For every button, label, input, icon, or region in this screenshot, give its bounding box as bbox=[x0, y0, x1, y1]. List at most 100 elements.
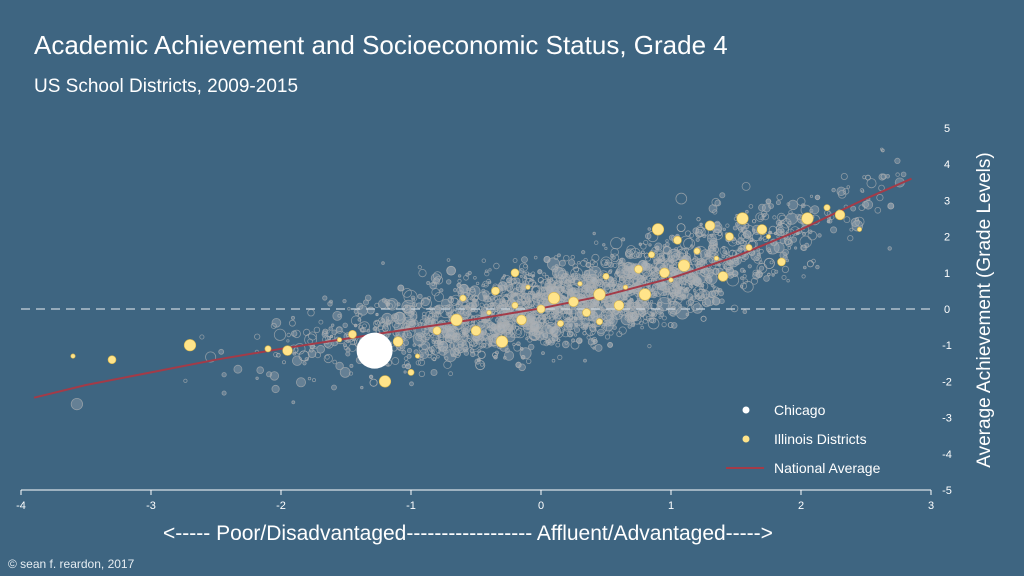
district-point bbox=[676, 223, 686, 233]
district-point bbox=[327, 301, 333, 307]
district-point bbox=[653, 266, 659, 272]
district-point bbox=[364, 294, 372, 302]
district-point bbox=[574, 322, 579, 328]
district-point bbox=[763, 257, 775, 269]
district-point bbox=[573, 333, 578, 337]
district-point bbox=[711, 297, 721, 306]
district-point bbox=[463, 347, 469, 353]
district-point bbox=[452, 287, 458, 293]
y-tick-label: 5 bbox=[944, 123, 950, 135]
district-point bbox=[291, 330, 298, 337]
district-point bbox=[781, 274, 787, 280]
x-axis: -4 -3 -2 -1 0 1 2 3 bbox=[16, 489, 934, 512]
district-point bbox=[683, 237, 695, 250]
district-point bbox=[428, 346, 435, 353]
district-point bbox=[814, 194, 821, 201]
district-point bbox=[760, 210, 768, 217]
district-point bbox=[537, 277, 544, 284]
district-point bbox=[750, 277, 758, 285]
district-point bbox=[568, 315, 574, 321]
district-point bbox=[385, 316, 389, 320]
district-point bbox=[294, 343, 306, 355]
district-point bbox=[700, 268, 706, 274]
district-point bbox=[406, 347, 413, 354]
district-point bbox=[582, 287, 586, 292]
district-point bbox=[559, 259, 566, 267]
district-point bbox=[788, 210, 793, 215]
district-point bbox=[745, 209, 749, 214]
district-point bbox=[328, 326, 333, 331]
district-point bbox=[658, 315, 662, 319]
district-point bbox=[332, 359, 338, 365]
district-point bbox=[610, 237, 623, 250]
district-point bbox=[446, 265, 456, 276]
district-point bbox=[604, 334, 611, 340]
district-point bbox=[327, 335, 332, 340]
district-point bbox=[697, 296, 703, 302]
district-point bbox=[692, 276, 702, 287]
district-point bbox=[550, 326, 559, 336]
district-point bbox=[403, 370, 407, 374]
illinois-district-point bbox=[470, 325, 482, 336]
illinois-district-point bbox=[856, 226, 862, 232]
district-point bbox=[511, 323, 517, 329]
district-point bbox=[526, 301, 531, 306]
district-point bbox=[605, 284, 609, 288]
y-tick-label: 2 bbox=[944, 232, 950, 244]
illinois-district-point bbox=[510, 268, 520, 278]
district-point bbox=[316, 344, 326, 354]
legend-illinois-marker bbox=[742, 435, 750, 443]
district-point bbox=[273, 351, 279, 358]
district-point bbox=[457, 278, 462, 284]
district-point bbox=[669, 266, 679, 277]
district-point bbox=[894, 157, 901, 164]
district-point bbox=[702, 288, 706, 293]
district-point bbox=[715, 287, 721, 293]
district-point bbox=[492, 352, 498, 358]
district-point bbox=[577, 287, 581, 291]
district-point bbox=[670, 250, 681, 261]
illinois-district-point bbox=[486, 310, 492, 316]
district-point bbox=[742, 224, 755, 238]
district-point bbox=[725, 223, 730, 228]
district-point bbox=[740, 276, 744, 280]
district-point bbox=[520, 287, 526, 293]
district-point bbox=[631, 305, 636, 310]
district-point bbox=[763, 275, 770, 282]
district-point bbox=[767, 272, 771, 277]
district-point bbox=[369, 378, 378, 387]
district-point bbox=[480, 330, 485, 336]
district-point bbox=[769, 260, 774, 265]
district-point bbox=[557, 253, 561, 258]
district-point bbox=[604, 246, 608, 250]
district-point bbox=[603, 322, 608, 327]
district-point bbox=[765, 198, 772, 205]
district-point bbox=[434, 310, 440, 316]
district-point bbox=[589, 265, 594, 271]
district-point bbox=[633, 251, 640, 258]
district-point bbox=[685, 300, 692, 306]
district-point bbox=[569, 281, 574, 286]
district-point bbox=[637, 308, 647, 317]
y-tick-label: 1 bbox=[944, 268, 950, 280]
district-point bbox=[651, 312, 655, 317]
district-point bbox=[450, 297, 459, 306]
district-point bbox=[608, 330, 614, 336]
district-point bbox=[500, 274, 513, 287]
district-point bbox=[772, 215, 777, 220]
district-point bbox=[488, 268, 492, 272]
district-point bbox=[854, 217, 860, 222]
district-point bbox=[466, 298, 477, 309]
illinois-district-point bbox=[673, 235, 682, 245]
district-point bbox=[469, 288, 477, 296]
district-point bbox=[331, 323, 335, 327]
district-point bbox=[626, 245, 636, 255]
district-point bbox=[621, 237, 626, 242]
district-point bbox=[449, 341, 459, 351]
district-point bbox=[577, 261, 581, 265]
district-point bbox=[592, 346, 596, 350]
district-point bbox=[840, 172, 848, 180]
district-point bbox=[357, 317, 362, 322]
district-point bbox=[695, 226, 706, 237]
x-tick-label: 3 bbox=[928, 500, 934, 512]
